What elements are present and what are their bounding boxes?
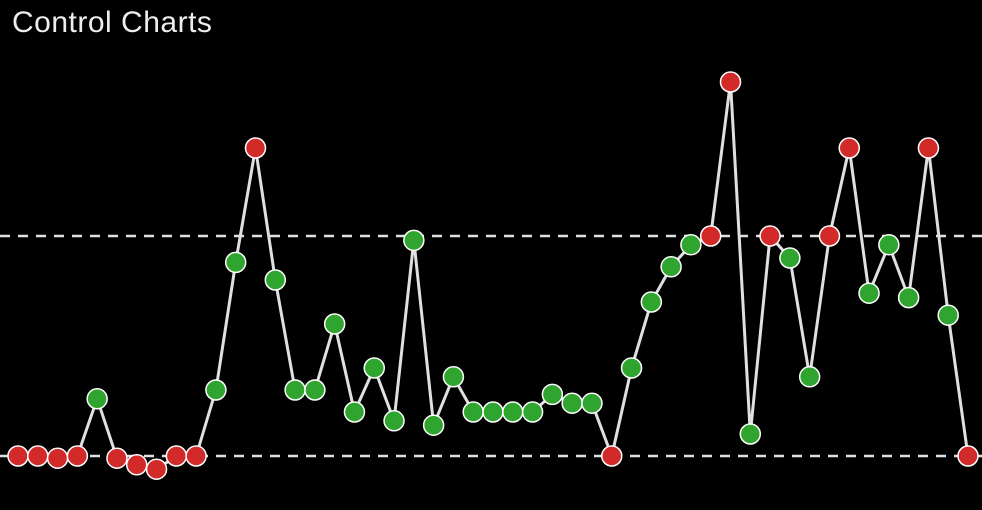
data-point[interactable] [780,248,800,268]
data-point[interactable] [899,288,919,308]
data-point[interactable] [661,257,681,277]
data-point[interactable] [285,380,305,400]
data-point[interactable] [740,424,760,444]
data-point[interactable] [641,292,661,312]
data-point[interactable] [859,283,879,303]
data-point[interactable] [918,138,938,158]
data-point[interactable] [107,448,127,468]
data-point[interactable] [186,446,206,466]
data-point[interactable] [463,402,483,422]
data-point[interactable] [721,72,741,92]
data-point[interactable] [938,305,958,325]
data-point[interactable] [760,226,780,246]
data-point[interactable] [701,226,721,246]
data-point[interactable] [622,358,642,378]
data-point[interactable] [325,314,345,334]
data-point[interactable] [443,367,463,387]
data-point[interactable] [404,230,424,250]
data-point[interactable] [364,358,384,378]
data-point[interactable] [424,415,444,435]
data-point[interactable] [483,402,503,422]
data-point[interactable] [542,384,562,404]
data-point[interactable] [819,226,839,246]
control-chart [0,0,982,510]
data-point[interactable] [48,448,68,468]
data-point[interactable] [562,393,582,413]
data-point[interactable] [523,402,543,422]
data-point[interactable] [87,389,107,409]
data-point[interactable] [226,252,246,272]
data-point[interactable] [582,393,602,413]
data-point[interactable] [127,455,147,475]
data-point[interactable] [246,138,266,158]
data-point[interactable] [305,380,325,400]
data-point[interactable] [800,367,820,387]
data-point[interactable] [958,446,978,466]
data-point[interactable] [147,459,167,479]
data-point[interactable] [384,411,404,431]
data-point[interactable] [166,446,186,466]
data-point[interactable] [602,446,622,466]
data-point[interactable] [681,235,701,255]
data-point[interactable] [8,446,28,466]
data-point[interactable] [206,380,226,400]
data-point[interactable] [28,446,48,466]
data-point[interactable] [265,270,285,290]
data-point[interactable] [503,402,523,422]
data-point[interactable] [839,138,859,158]
data-point[interactable] [344,402,364,422]
data-point[interactable] [879,235,899,255]
data-point[interactable] [67,446,87,466]
